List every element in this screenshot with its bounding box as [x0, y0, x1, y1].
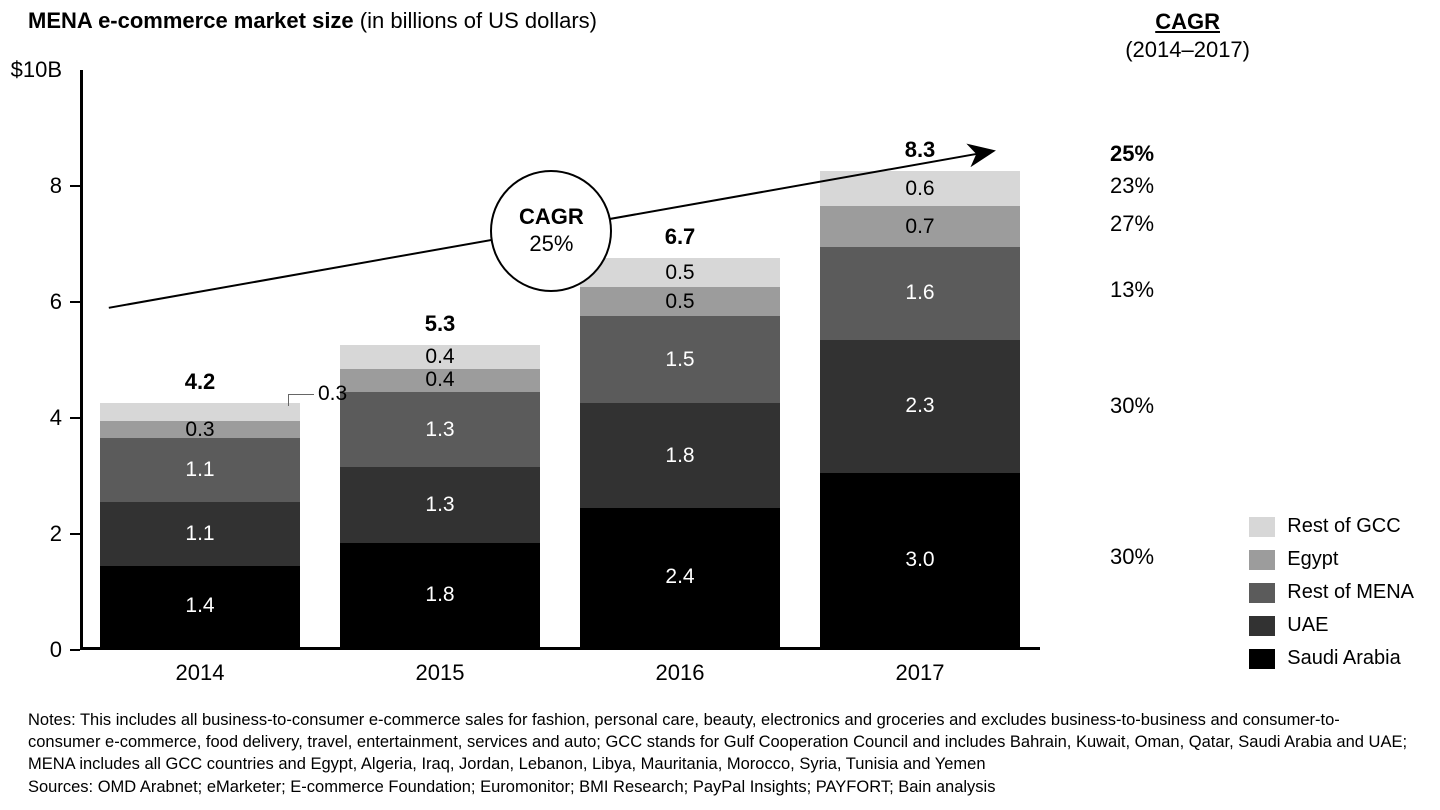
cagr-bubble-line2: 25%: [529, 231, 573, 257]
bar-segment-rest_mena: 1.5: [580, 316, 780, 403]
legend-label: Saudi Arabia: [1287, 647, 1400, 670]
chart-title-bold: MENA e-commerce market size: [28, 8, 354, 33]
legend-label: UAE: [1287, 614, 1328, 637]
legend-item: Saudi Arabia: [1249, 647, 1414, 670]
callout-line: [288, 394, 314, 395]
bar-segment-uae: 1.8: [580, 403, 780, 507]
y-axis: [80, 70, 83, 650]
legend: Rest of GCC Egypt Rest of MENA UAE Saudi Ara…: [1249, 505, 1414, 670]
cagr-value: 25%: [1110, 141, 1154, 167]
y-tick-label: 2: [50, 521, 62, 547]
segment-value: 0.6: [905, 177, 934, 201]
cagr-header: CAGR (2014–2017): [1125, 8, 1250, 63]
bar-segment-saudi: 1.4: [100, 566, 300, 647]
segment-value: 1.3: [425, 493, 454, 517]
cagr-value: 30%: [1110, 544, 1154, 570]
segment-value: 1.6: [905, 281, 934, 305]
segment-value: 1.8: [425, 583, 454, 607]
segment-value: 0.3: [185, 418, 214, 442]
bar-total-label: 8.3: [820, 137, 1020, 163]
legend-swatch: [1249, 550, 1275, 570]
segment-value: 0.7: [905, 215, 934, 239]
cagr-value: 13%: [1110, 277, 1154, 303]
legend-swatch: [1249, 583, 1275, 603]
x-axis: [80, 647, 1040, 650]
y-tick: [70, 649, 80, 651]
cagr-bubble-line1: CAGR: [519, 204, 584, 230]
footer-notes: Notes: This includes all business-to-con…: [28, 709, 1412, 798]
legend-item: Rest of GCC: [1249, 515, 1414, 538]
bar-segment-rest_mena: 1.3: [340, 392, 540, 467]
callout-value: 0.3: [318, 382, 347, 406]
x-category-label: 2014: [100, 660, 300, 686]
legend-item: Egypt: [1249, 548, 1414, 571]
legend-label: Rest of MENA: [1287, 581, 1414, 604]
segment-value: 0.5: [665, 261, 694, 285]
segment-value: 1.5: [665, 348, 694, 372]
legend-item: Rest of MENA: [1249, 581, 1414, 604]
y-top-label: $10B: [11, 57, 62, 83]
chart-plot: 02468$10B1.41.11.10.34.220141.81.31.30.4…: [80, 70, 1040, 650]
notes-line: Notes: This includes all business-to-con…: [28, 709, 1412, 776]
y-tick: [70, 301, 80, 303]
cagr-header-top: CAGR: [1125, 8, 1250, 36]
segment-value: 2.4: [665, 565, 694, 589]
cagr-value: 30%: [1110, 393, 1154, 419]
bar-segment-uae: 1.3: [340, 467, 540, 542]
sources-line: Sources: OMD Arabnet; eMarketer; E-comme…: [28, 776, 1412, 798]
bar-segment-egypt: 0.5: [580, 287, 780, 316]
bar-segment-saudi: 3.0: [820, 473, 1020, 647]
bar-total-label: 5.3: [340, 311, 540, 337]
callout-line: [288, 394, 289, 406]
x-category-label: 2017: [820, 660, 1020, 686]
segment-value: 3.0: [905, 548, 934, 572]
bar-segment-rest_gcc: [100, 403, 300, 420]
x-category-label: 2016: [580, 660, 780, 686]
legend-swatch: [1249, 649, 1275, 669]
bar-segment-rest_gcc: 0.6: [820, 171, 1020, 206]
segment-value: 0.5: [665, 290, 694, 314]
bar-segment-egypt: 0.3: [100, 421, 300, 438]
bar-segment-egypt: 0.4: [340, 369, 540, 392]
bar-segment-uae: 2.3: [820, 340, 1020, 473]
legend-label: Rest of GCC: [1287, 515, 1400, 538]
segment-value: 1.3: [425, 418, 454, 442]
cagr-header-bottom: (2014–2017): [1125, 36, 1250, 64]
segment-value: 1.4: [185, 594, 214, 618]
bar-segment-saudi: 1.8: [340, 543, 540, 647]
cagr-bubble: CAGR 25%: [490, 170, 612, 292]
segment-value: 0.4: [425, 368, 454, 392]
chart-title: MENA e-commerce market size (in billions…: [28, 8, 597, 34]
legend-swatch: [1249, 517, 1275, 537]
segment-value: 2.3: [905, 394, 934, 418]
y-tick-label: 4: [50, 405, 62, 431]
y-tick: [70, 417, 80, 419]
cagr-value: 27%: [1110, 211, 1154, 237]
bar-segment-rest_gcc: 0.4: [340, 345, 540, 368]
legend-item: UAE: [1249, 614, 1414, 637]
y-tick-label: 6: [50, 289, 62, 315]
bar-segment-rest_gcc: 0.5: [580, 258, 780, 287]
x-category-label: 2015: [340, 660, 540, 686]
y-tick: [70, 185, 80, 187]
bar-segment-rest_mena: 1.1: [100, 438, 300, 502]
y-tick: [70, 533, 80, 535]
chart-title-rest: (in billions of US dollars): [354, 8, 597, 33]
bar-segment-saudi: 2.4: [580, 508, 780, 647]
y-tick-label: 8: [50, 173, 62, 199]
y-tick-label: 0: [50, 637, 62, 663]
bar-segment-rest_mena: 1.6: [820, 247, 1020, 340]
segment-value: 1.1: [185, 458, 214, 482]
cagr-value: 23%: [1110, 173, 1154, 199]
segment-value: 0.4: [425, 345, 454, 369]
legend-label: Egypt: [1287, 548, 1338, 571]
segment-value: 1.8: [665, 444, 694, 468]
legend-swatch: [1249, 616, 1275, 636]
bar-segment-uae: 1.1: [100, 502, 300, 566]
bar-total-label: 4.2: [100, 369, 300, 395]
bar-segment-egypt: 0.7: [820, 206, 1020, 247]
segment-value: 1.1: [185, 522, 214, 546]
